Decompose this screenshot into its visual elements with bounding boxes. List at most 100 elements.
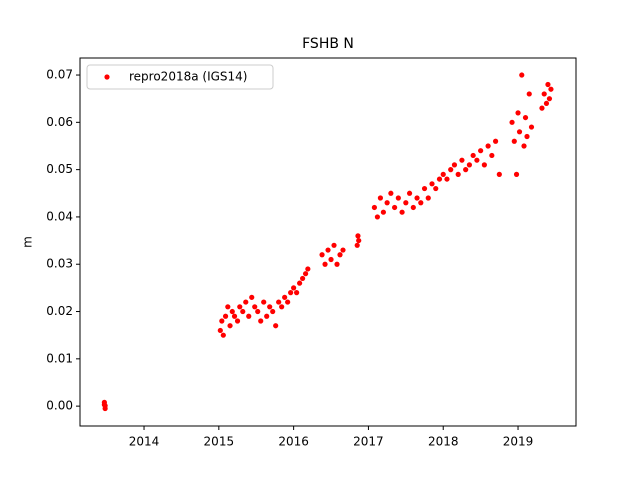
- point: [481, 162, 487, 168]
- legend-marker: [104, 74, 110, 80]
- point: [229, 308, 235, 315]
- point: [406, 190, 413, 196]
- point: [459, 157, 465, 163]
- x-tick-label: 2014: [129, 435, 160, 449]
- point: [294, 290, 300, 296]
- point: [421, 185, 428, 192]
- point: [548, 86, 554, 92]
- point: [297, 280, 303, 286]
- point: [380, 209, 386, 215]
- point: [546, 96, 553, 102]
- point: [519, 72, 525, 78]
- point: [243, 299, 249, 305]
- point: [478, 148, 484, 154]
- point: [279, 304, 285, 310]
- point: [545, 81, 551, 88]
- point: [219, 318, 225, 324]
- y-tick-label: 0.03: [46, 257, 73, 271]
- point: [388, 190, 394, 196]
- x-tick-label: 2016: [278, 435, 309, 449]
- point: [261, 299, 267, 305]
- point: [258, 318, 264, 324]
- point: [356, 237, 362, 244]
- point: [492, 138, 499, 144]
- chart-title: FSHB N: [302, 36, 354, 52]
- point: [374, 214, 381, 220]
- point: [395, 195, 401, 201]
- point: [288, 290, 294, 296]
- point: [371, 204, 378, 211]
- point: [403, 200, 409, 206]
- point: [414, 195, 420, 201]
- point: [526, 91, 532, 97]
- y-tick-label: 0.02: [46, 304, 73, 318]
- point: [511, 138, 517, 144]
- point: [322, 261, 328, 267]
- point: [455, 171, 461, 177]
- point: [328, 256, 334, 263]
- x-tick-label: 2017: [353, 435, 384, 449]
- point: [337, 252, 343, 258]
- point: [489, 152, 495, 159]
- y-tick-label: 0.01: [46, 351, 73, 365]
- point: [225, 304, 231, 310]
- point: [515, 110, 521, 116]
- point: [222, 313, 229, 319]
- point: [543, 100, 550, 107]
- point: [485, 143, 491, 149]
- point: [466, 162, 473, 168]
- point: [392, 204, 398, 211]
- point: [513, 171, 520, 177]
- point: [255, 308, 261, 315]
- point: [425, 195, 431, 201]
- point: [246, 313, 252, 319]
- point: [231, 313, 238, 319]
- point: [448, 167, 454, 173]
- point: [440, 171, 446, 177]
- point: [509, 119, 515, 125]
- point: [451, 162, 458, 168]
- x-tick-label: 2019: [503, 435, 534, 449]
- y-tick-label: 0.06: [46, 115, 73, 129]
- y-tick-label: 0.00: [46, 399, 73, 413]
- point: [319, 252, 325, 258]
- point: [291, 285, 297, 291]
- point: [433, 185, 439, 192]
- point: [102, 403, 108, 409]
- point: [270, 308, 276, 315]
- legend-box: [86, 64, 274, 90]
- x-tick-label: 2018: [428, 435, 459, 449]
- point: [524, 133, 530, 140]
- point: [429, 181, 435, 187]
- point: [227, 323, 233, 329]
- point: [521, 143, 527, 149]
- point: [334, 261, 340, 267]
- point: [237, 304, 243, 310]
- point: [282, 294, 288, 300]
- point: [539, 105, 545, 111]
- point: [300, 275, 306, 282]
- point: [384, 200, 390, 206]
- point: [340, 247, 346, 253]
- point: [444, 176, 450, 182]
- point: [377, 195, 383, 201]
- point: [470, 152, 476, 159]
- point: [234, 318, 241, 324]
- axes-frame: [79, 57, 577, 427]
- point: [354, 242, 360, 248]
- y-tick-label: 0.04: [46, 209, 73, 223]
- point: [249, 294, 255, 300]
- point: [252, 304, 258, 310]
- point: [273, 323, 279, 329]
- point: [516, 129, 523, 135]
- point: [541, 91, 547, 97]
- legend-label: repro2018a (IGS14): [129, 70, 247, 84]
- y-axis-label: m: [21, 236, 35, 248]
- point: [302, 271, 309, 277]
- y-tick-label: 0.05: [46, 162, 73, 176]
- point: [399, 209, 405, 215]
- point: [220, 332, 226, 338]
- point: [325, 247, 331, 253]
- point: [410, 204, 416, 211]
